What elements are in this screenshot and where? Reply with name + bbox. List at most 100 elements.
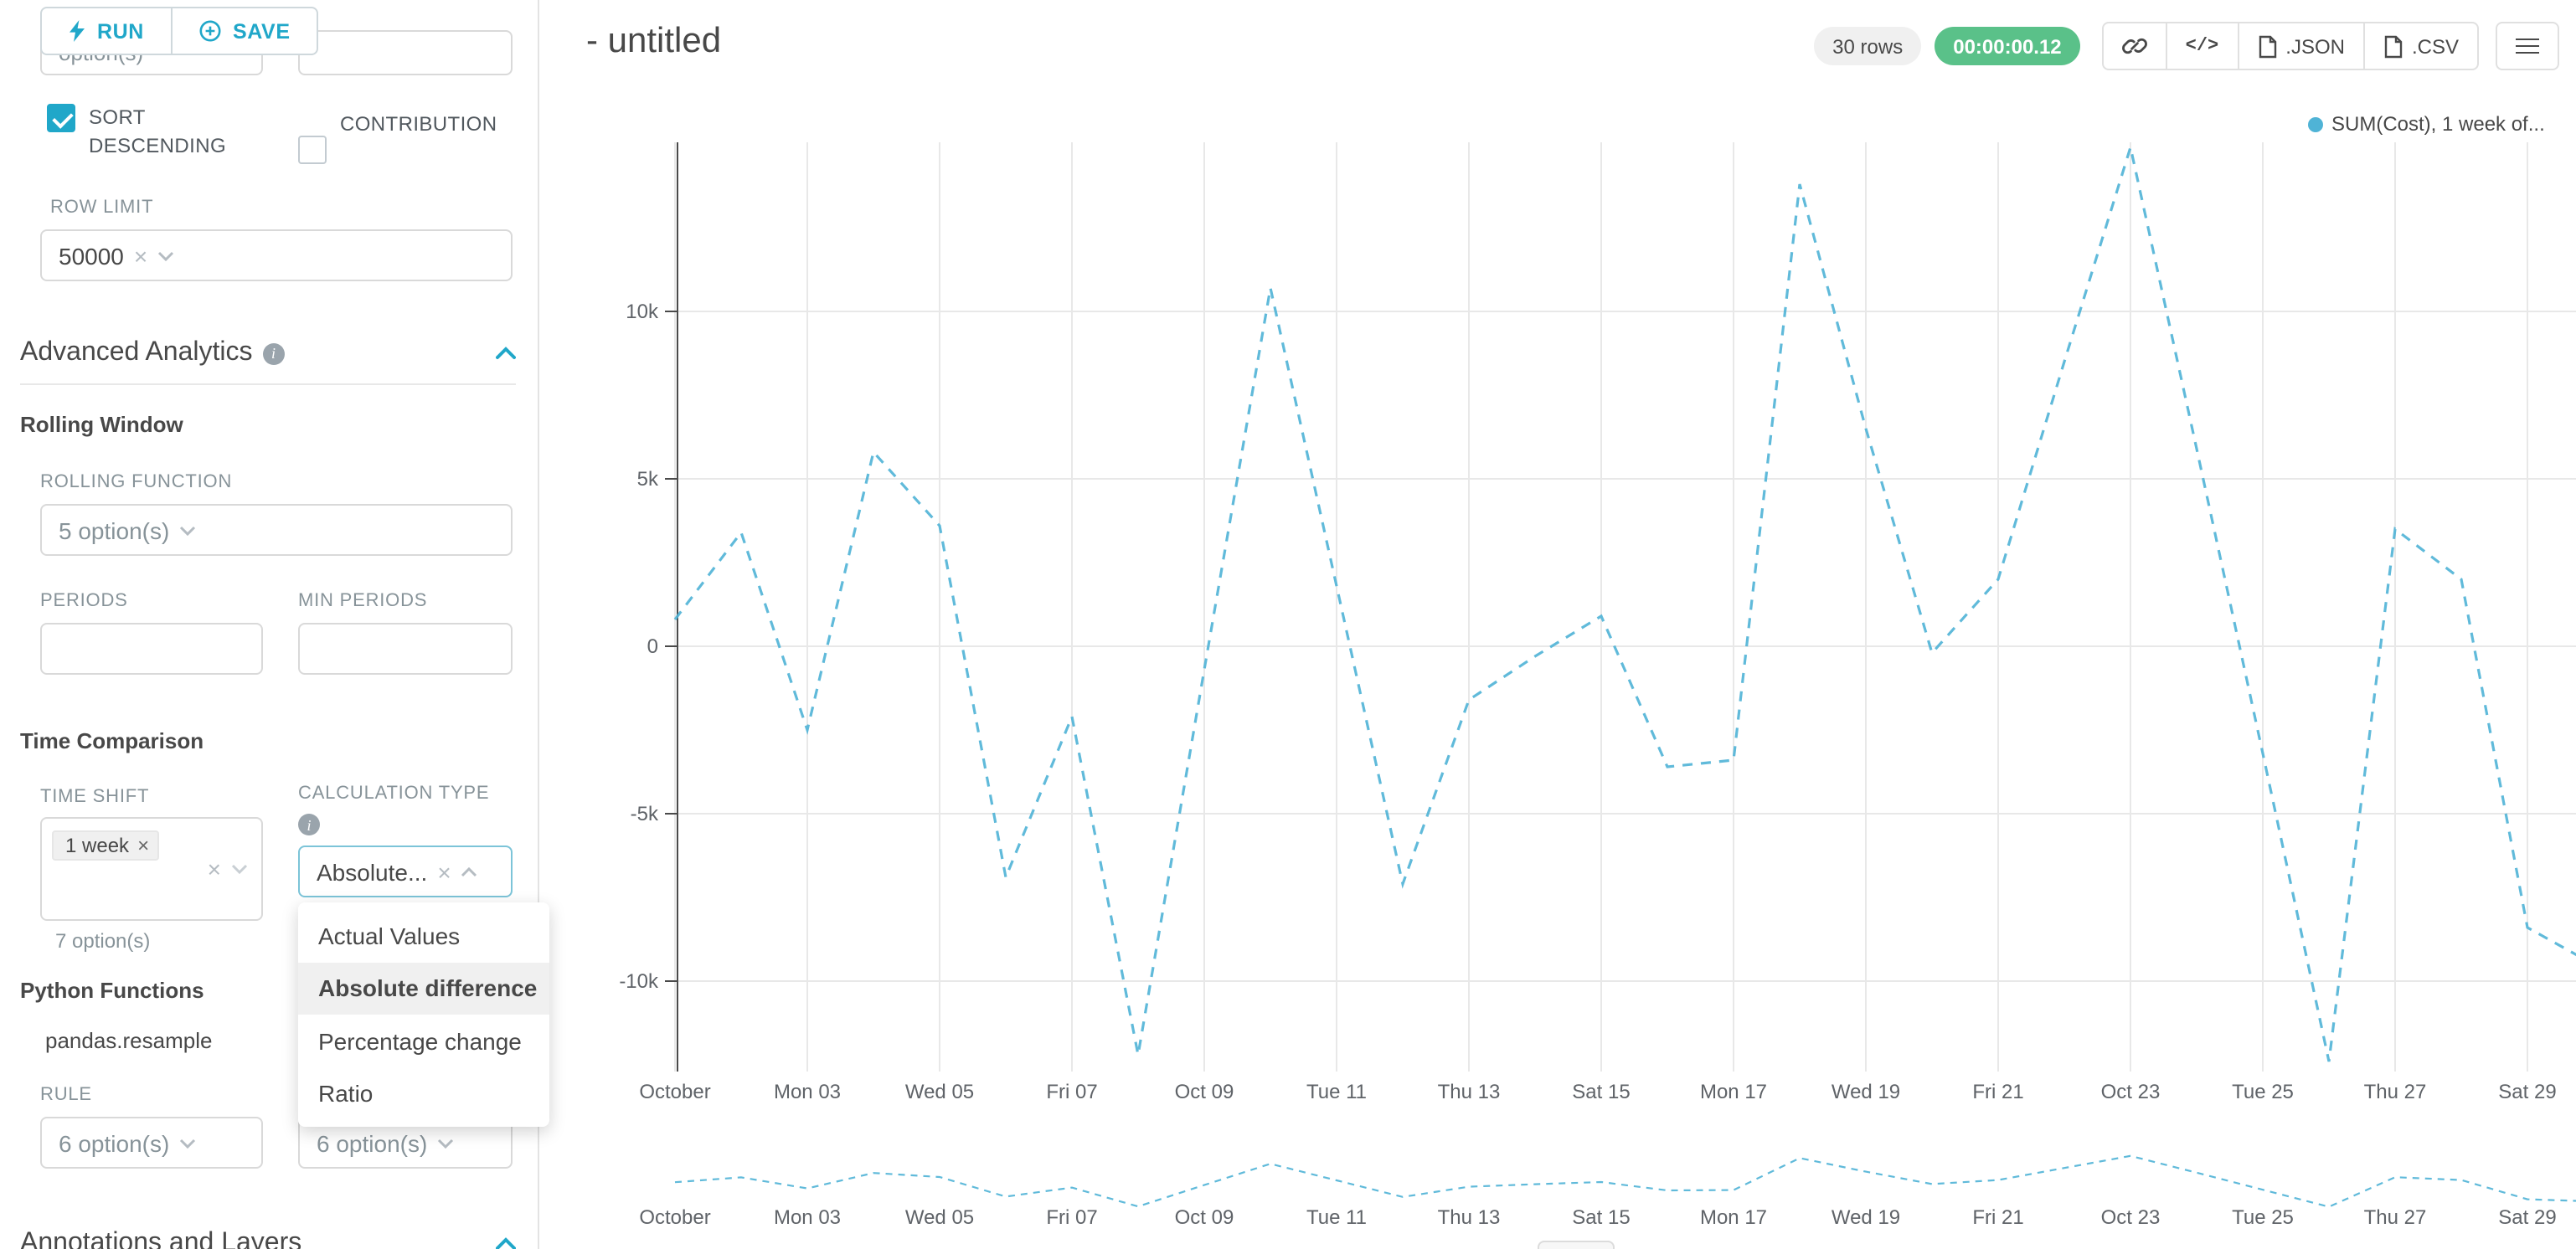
svg-text:October: October bbox=[639, 1081, 710, 1103]
time-shift-tag-label: 1 week bbox=[65, 834, 130, 857]
dropdown-option[interactable]: Ratio bbox=[318, 1080, 374, 1108]
min-periods-input[interactable] bbox=[298, 623, 513, 675]
clipped-input-right[interactable] bbox=[298, 30, 513, 75]
calculation-type-label: CALCULATION TYPE bbox=[298, 784, 490, 804]
sort-descending-checkbox[interactable] bbox=[47, 104, 75, 132]
clear-icon[interactable]: × bbox=[133, 242, 148, 269]
row-limit-value: 50000 bbox=[59, 242, 124, 269]
link-icon bbox=[2121, 33, 2147, 59]
svg-text:Fri 07: Fri 07 bbox=[1046, 1206, 1097, 1229]
svg-text:Wed 19: Wed 19 bbox=[1832, 1081, 1900, 1103]
export-csv-button[interactable]: .CSV bbox=[2362, 22, 2479, 70]
run-button[interactable]: RUN bbox=[40, 7, 173, 55]
svg-text:10k: 10k bbox=[626, 301, 659, 323]
python-function-name: pandas.resample bbox=[45, 1028, 213, 1053]
rolling-function-value: 5 option(s) bbox=[59, 517, 170, 543]
python-functions-title: Python Functions bbox=[20, 978, 204, 1003]
run-button-label: RUN bbox=[97, 19, 144, 43]
svg-text:Sat 29: Sat 29 bbox=[2498, 1206, 2556, 1229]
results-pane-handle[interactable] bbox=[1538, 1241, 1615, 1249]
annotations-header[interactable]: Annotations and Layers bbox=[20, 1229, 516, 1249]
svg-text:Thu 13: Thu 13 bbox=[1438, 1206, 1501, 1229]
export-button-group: </> .JSON .CSV bbox=[2101, 22, 2479, 70]
chart-panel: - untitled 30 rows 00:00:00.12 </> .JSON bbox=[539, 0, 2576, 1249]
code-icon: </> bbox=[2185, 36, 2219, 56]
rule-label: RULE bbox=[40, 1085, 92, 1105]
svg-text:Thu 13: Thu 13 bbox=[1438, 1081, 1501, 1103]
svg-text:5k: 5k bbox=[637, 468, 659, 491]
legend-label: SUM(Cost), 1 week of... bbox=[2331, 112, 2545, 136]
chart-menu-button[interactable] bbox=[2496, 22, 2559, 70]
control-panel: option(s) RUN SAVE SORT DESCENDING CONTR… bbox=[0, 0, 549, 1249]
advanced-analytics-header[interactable]: Advanced Analytics i bbox=[20, 338, 516, 368]
chevron-down-icon bbox=[179, 525, 196, 535]
dropdown-option[interactable]: Actual Values bbox=[318, 922, 461, 949]
svg-text:Tue 11: Tue 11 bbox=[1306, 1206, 1367, 1229]
svg-text:Oct 23: Oct 23 bbox=[2101, 1206, 2161, 1229]
calculation-type-select[interactable]: Absolute... × bbox=[298, 846, 513, 897]
annotations-title: Annotations and Layers bbox=[20, 1229, 302, 1249]
legend-dot-icon bbox=[2308, 116, 2323, 131]
save-button-label: SAVE bbox=[232, 19, 291, 43]
svg-text:Wed 05: Wed 05 bbox=[905, 1081, 974, 1103]
chevron-up-icon[interactable] bbox=[496, 338, 516, 368]
time-shift-label: TIME SHIFT bbox=[40, 787, 150, 807]
time-range-preview[interactable] bbox=[640, 1147, 2576, 1214]
bolt-icon bbox=[69, 20, 85, 42]
query-timer-badge: 00:00:00.12 bbox=[1935, 27, 2080, 65]
calculation-type-value: Absolute... bbox=[317, 858, 428, 885]
svg-text:Mon 17: Mon 17 bbox=[1700, 1081, 1767, 1103]
section-divider bbox=[20, 383, 516, 385]
svg-text:Mon 17: Mon 17 bbox=[1700, 1206, 1767, 1229]
rolling-function-label: ROLLING FUNCTION bbox=[40, 472, 233, 492]
rule-select-left[interactable]: 6 option(s) bbox=[40, 1117, 263, 1169]
svg-text:Tue 11: Tue 11 bbox=[1306, 1081, 1367, 1103]
chevron-down-icon bbox=[437, 1138, 454, 1148]
svg-text:Fri 21: Fri 21 bbox=[1972, 1081, 2023, 1103]
svg-text:Fri 21: Fri 21 bbox=[1972, 1206, 2023, 1229]
dropdown-option[interactable]: Percentage change bbox=[318, 1027, 522, 1055]
clear-icon[interactable]: × bbox=[437, 858, 451, 885]
row-limit-select[interactable]: 50000 × bbox=[40, 229, 513, 281]
svg-text:Thu 27: Thu 27 bbox=[2364, 1081, 2427, 1103]
svg-text:Wed 05: Wed 05 bbox=[905, 1206, 974, 1229]
export-json-button[interactable]: .JSON bbox=[2237, 22, 2365, 70]
dropdown-option[interactable]: Absolute difference bbox=[298, 962, 549, 1015]
svg-text:Oct 09: Oct 09 bbox=[1175, 1081, 1234, 1103]
min-periods-label: MIN PERIODS bbox=[298, 591, 428, 611]
svg-text:Wed 19: Wed 19 bbox=[1832, 1206, 1900, 1229]
chevron-up-icon[interactable] bbox=[496, 1229, 516, 1249]
file-icon bbox=[2257, 34, 2277, 58]
svg-text:Fri 07: Fri 07 bbox=[1046, 1081, 1097, 1103]
sort-descending-label: SORT DESCENDING bbox=[89, 105, 227, 157]
rule-select-right-value: 6 option(s) bbox=[317, 1129, 428, 1156]
file-icon bbox=[2383, 34, 2403, 58]
embed-code-button[interactable]: </> bbox=[2165, 22, 2239, 70]
chevron-up-icon bbox=[461, 866, 478, 876]
rolling-window-title: Rolling Window bbox=[20, 412, 183, 437]
export-csv-label: .CSV bbox=[2411, 34, 2459, 58]
rule-select-left-value: 6 option(s) bbox=[59, 1129, 170, 1156]
chevron-down-icon bbox=[157, 250, 174, 260]
time-shift-tag: 1 week × bbox=[52, 830, 160, 861]
row-limit-label: ROW LIMIT bbox=[50, 198, 154, 218]
plus-circle-icon bbox=[199, 20, 221, 42]
periods-input[interactable] bbox=[40, 623, 263, 675]
periods-label: PERIODS bbox=[40, 591, 128, 611]
contribution-checkbox[interactable] bbox=[298, 136, 327, 164]
chart-legend[interactable]: SUM(Cost), 1 week of... bbox=[2308, 112, 2545, 136]
svg-text:0: 0 bbox=[647, 635, 658, 658]
copy-link-button[interactable] bbox=[2101, 22, 2167, 70]
time-shift-helper: 7 option(s) bbox=[55, 929, 151, 953]
svg-text:Tue 25: Tue 25 bbox=[2232, 1081, 2294, 1103]
rolling-function-select[interactable]: 5 option(s) bbox=[40, 504, 513, 556]
remove-tag-icon[interactable]: × bbox=[137, 834, 150, 857]
svg-text:October: October bbox=[639, 1206, 710, 1229]
save-button[interactable]: SAVE bbox=[170, 7, 319, 55]
clear-icon[interactable]: × bbox=[207, 856, 221, 882]
svg-text:Oct 23: Oct 23 bbox=[2101, 1081, 2161, 1103]
svg-text:Sat 29: Sat 29 bbox=[2498, 1081, 2556, 1103]
export-json-label: .JSON bbox=[2285, 34, 2345, 58]
time-shift-select[interactable]: 1 week × × bbox=[40, 817, 263, 921]
